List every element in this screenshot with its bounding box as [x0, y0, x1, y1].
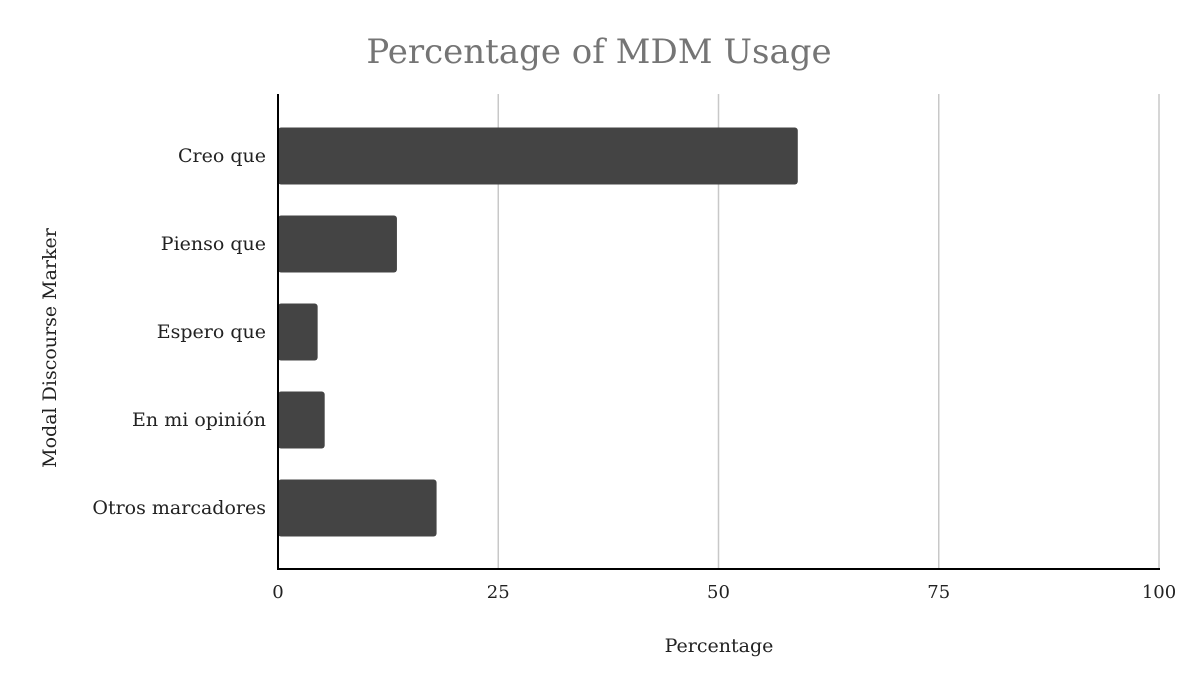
bars — [278, 127, 798, 537]
category-labels: Creo que Pienso que Espero que En mi opinió… — [92, 145, 266, 519]
x-tick-label: 50 — [707, 582, 730, 603]
category-label: Pienso que — [161, 233, 266, 255]
category-label: En mi opinión — [132, 409, 266, 431]
category-label: Espero que — [157, 321, 266, 343]
x-tick-label: 75 — [927, 582, 950, 603]
x-tick-label: 0 — [272, 582, 283, 603]
bar-otros-marcadores — [278, 479, 437, 537]
category-label: Otros marcadores — [92, 497, 266, 519]
category-label: Creo que — [178, 145, 266, 167]
bar-pienso-que — [278, 215, 397, 273]
x-axis-title: Percentage — [665, 635, 774, 657]
y-axis-title: Modal Discourse Marker — [39, 227, 61, 468]
chart-title: Percentage of MDM Usage — [366, 32, 831, 72]
bar-en-mi-opini-n — [278, 391, 325, 449]
x-tick-label: 25 — [487, 582, 510, 603]
x-tick-label: 100 — [1142, 582, 1176, 603]
bar-creo-que — [278, 127, 798, 185]
x-tick-labels: 0 25 50 75 100 — [272, 582, 1176, 603]
bar-espero-que — [278, 303, 318, 361]
